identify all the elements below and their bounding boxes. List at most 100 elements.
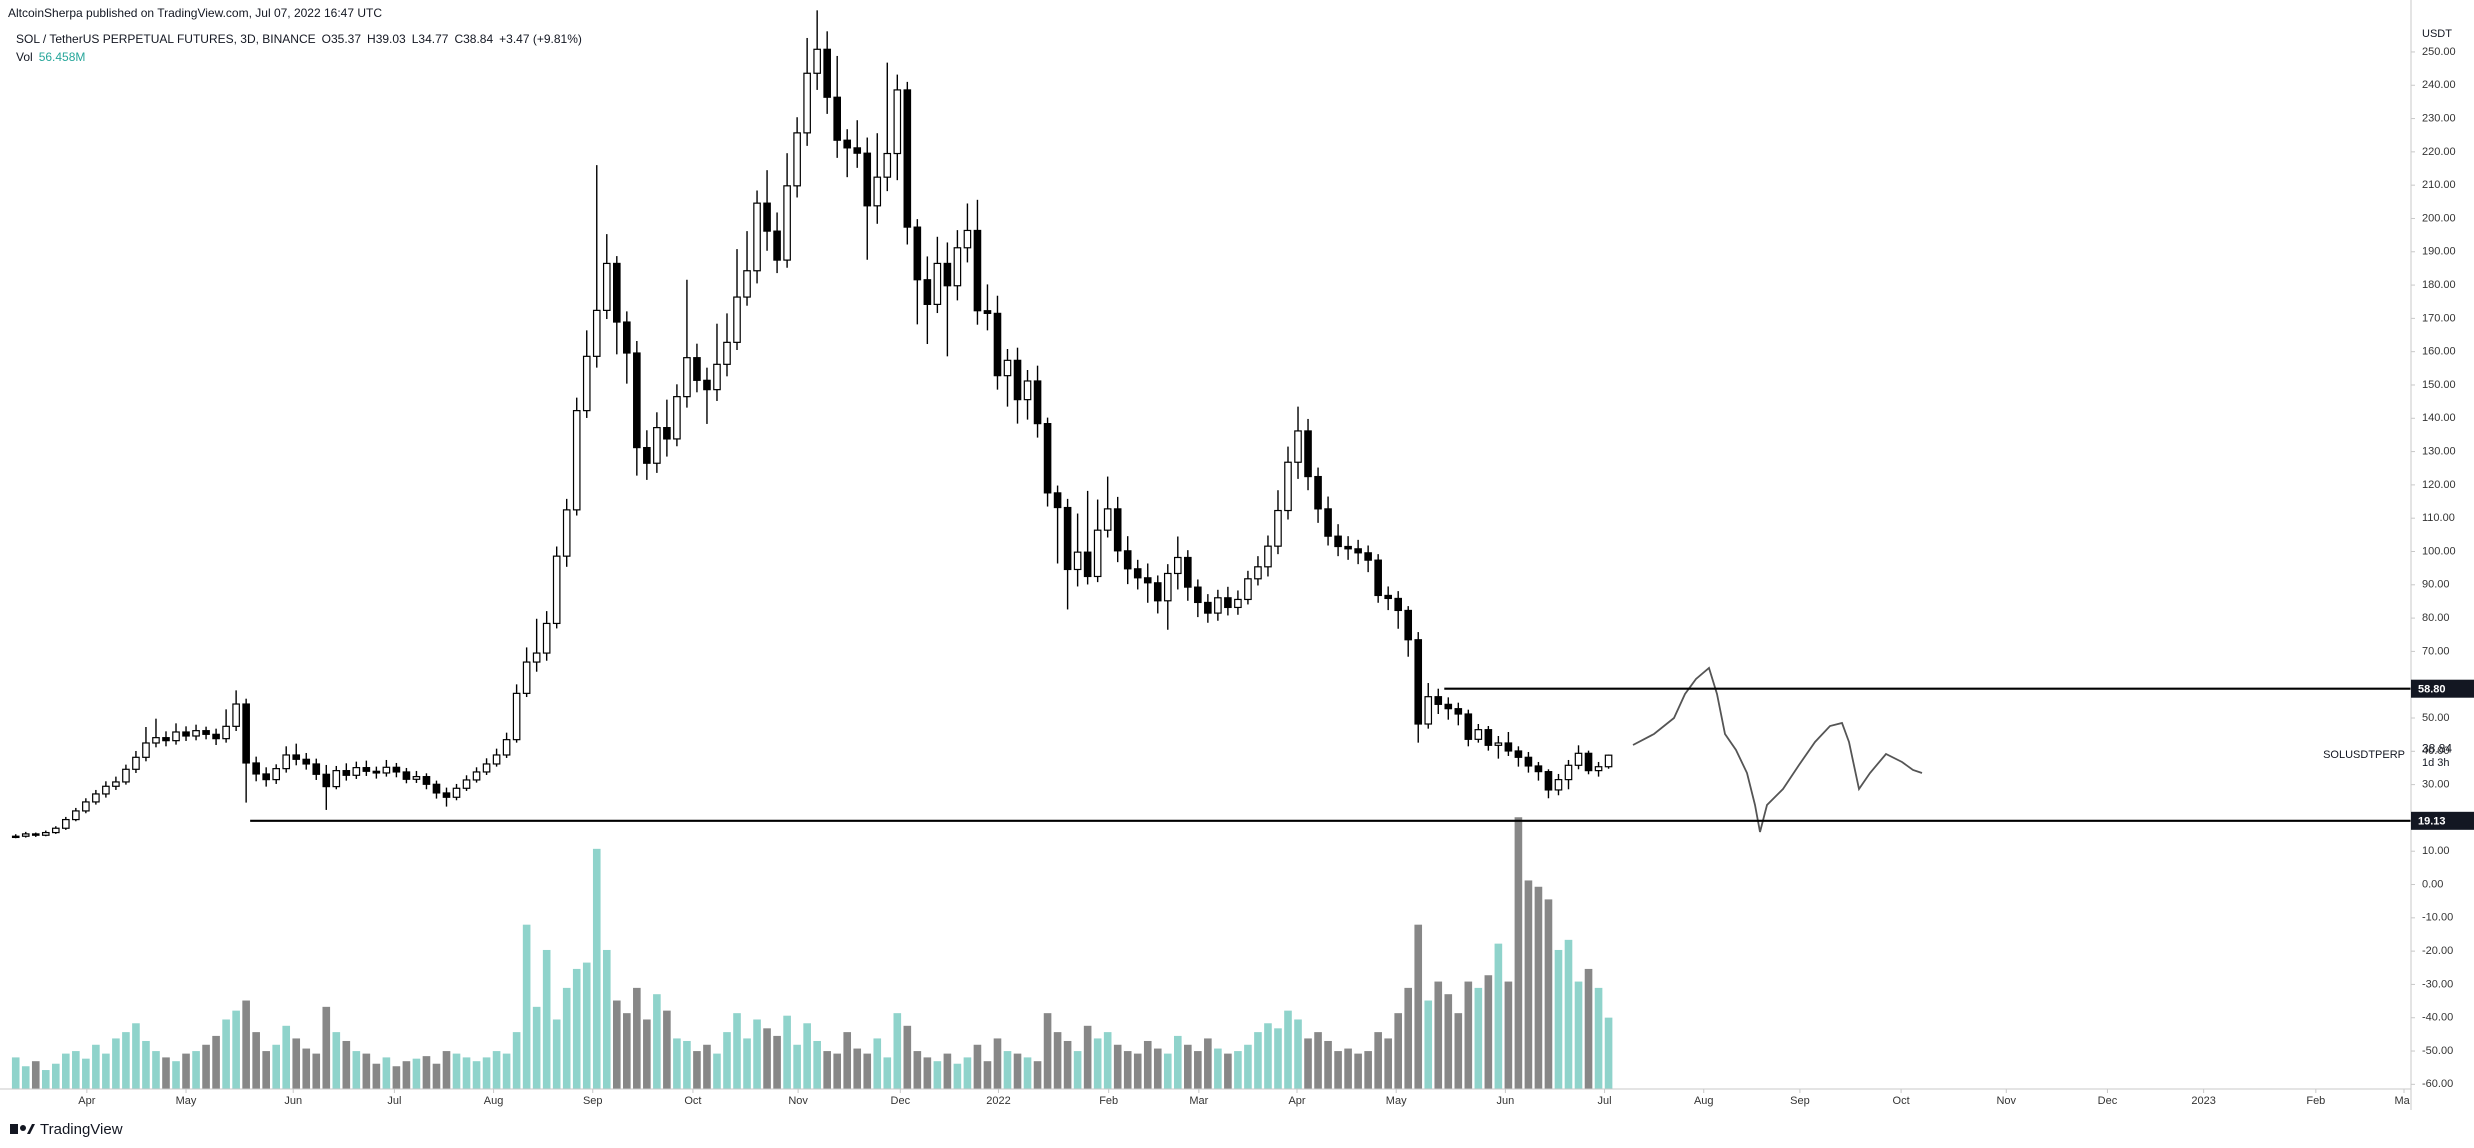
volume-bar [192, 1051, 200, 1089]
candle-body [1464, 713, 1473, 740]
volume-bar [1113, 1044, 1122, 1089]
candle-body [1594, 766, 1603, 772]
candle-body [843, 139, 852, 149]
y-tick-label: 0.00 [2422, 878, 2443, 890]
currency: USDT [2422, 28, 2452, 40]
volume-bar [452, 1053, 461, 1089]
candle-body [242, 703, 250, 764]
x-tick-label: Sep [1790, 1095, 1810, 1107]
candle-body [993, 312, 1002, 377]
volume-bar [222, 1019, 230, 1089]
candle-body [1454, 708, 1463, 715]
level-label: 58.80 [2418, 684, 2446, 696]
volume-bar [623, 1013, 631, 1089]
volume-bar [1514, 817, 1523, 1089]
x-tick-label: Dec [891, 1095, 911, 1107]
x-tick-label: May [1386, 1095, 1407, 1107]
candle-body [502, 739, 511, 756]
volume-bar [873, 1038, 882, 1089]
candle-body [1414, 639, 1423, 725]
candle-body [562, 509, 571, 557]
candle-body [312, 763, 321, 775]
candle-body [202, 730, 210, 735]
volume-bar [522, 924, 531, 1089]
volume-bar [21, 1066, 30, 1089]
candle-body [612, 262, 621, 323]
volume-legend: Vol 56.458M [16, 50, 85, 64]
candle-body [813, 48, 821, 74]
candle-body [943, 262, 952, 287]
volume-bar [1564, 939, 1573, 1089]
volume-name: Vol [16, 50, 33, 64]
candle-body [1234, 598, 1242, 609]
volume-bar [1444, 994, 1453, 1089]
candle-body [1314, 475, 1322, 510]
x-tick-label: Mar [2395, 1095, 2414, 1107]
publisher: AltcoinSherpa published on TradingView.c… [8, 6, 382, 20]
volume-bar [1594, 987, 1603, 1089]
volume-bar [1294, 1019, 1302, 1089]
volume-bar [853, 1048, 862, 1089]
candle-body [1494, 742, 1503, 746]
candle-body [222, 725, 230, 740]
level-layer [250, 687, 2411, 822]
x-tick-label: Dec [2098, 1095, 2118, 1107]
volume-bar [462, 1057, 471, 1089]
candle-body [973, 229, 982, 312]
candle-body [1214, 597, 1222, 614]
volume-bar [1484, 975, 1493, 1089]
volume-bar [282, 1025, 291, 1089]
volume-bar [1133, 1053, 1142, 1089]
volume-bar [903, 1025, 912, 1089]
volume-bar [1384, 1038, 1392, 1089]
candle-body [322, 773, 331, 788]
candle-body [1244, 578, 1252, 601]
candle-body [1083, 551, 1092, 578]
price-axis: 250.00 240.00 230.00 220.00 210.00 200.00 190.… [2411, 46, 2456, 1090]
volume-bar [132, 1023, 140, 1089]
volume-bar [402, 1061, 411, 1089]
volume-bar [713, 1053, 721, 1089]
candle-body [362, 767, 371, 772]
y-tick-label: 120.00 [2422, 479, 2456, 491]
legend-key: O [322, 32, 331, 46]
volume-bar [1374, 1032, 1382, 1089]
x-tick-label: Oct [1893, 1095, 1910, 1107]
volume-bar [1404, 987, 1413, 1089]
volume-bar [1494, 943, 1503, 1089]
projection-sketch [1632, 666, 1923, 833]
candle-body [262, 773, 270, 781]
candle-body [1484, 729, 1493, 746]
volume-bar [142, 1040, 150, 1089]
volume-bar [1093, 1038, 1102, 1089]
volume-bar [172, 1061, 180, 1089]
volume-bar [242, 1000, 250, 1089]
volume-bar [953, 1063, 962, 1089]
y-tick-label: 70.00 [2422, 645, 2450, 657]
volume-bar [1574, 981, 1583, 1089]
candle-body [963, 229, 972, 249]
candle-body [152, 737, 160, 744]
volume-bar [1254, 1032, 1262, 1089]
candle-body [1003, 359, 1012, 377]
candle-body [633, 352, 641, 449]
candle-body [1344, 545, 1352, 550]
candle-body [1143, 577, 1152, 584]
volume-bar [182, 1053, 190, 1089]
volume-bar [1214, 1048, 1222, 1089]
candle-body [913, 226, 922, 281]
y-tick-label: -10.00 [2422, 912, 2453, 924]
y-tick-label: 110.00 [2422, 512, 2455, 524]
candle-body [1204, 601, 1212, 614]
candle-body [512, 692, 521, 741]
candle-body [953, 247, 962, 287]
y-tick-label: -30.00 [2422, 978, 2453, 990]
candle-layer [11, 10, 1613, 839]
x-tick-label: May [176, 1095, 197, 1107]
candle-body [1604, 754, 1613, 768]
candle-body [1354, 548, 1362, 554]
candle-body [1534, 765, 1543, 773]
candle-body [462, 779, 471, 789]
